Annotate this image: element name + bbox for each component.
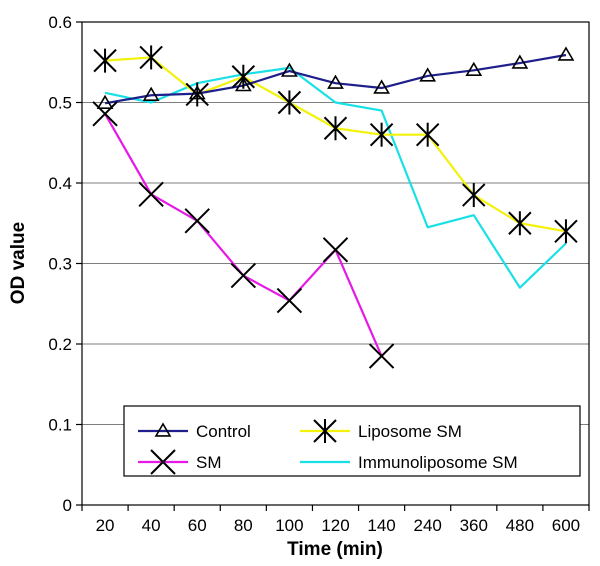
y-tick-label: 0.1 xyxy=(48,416,72,435)
point-sm xyxy=(276,287,303,314)
axis-ticks: 0 0.1 0.2 0.3 0.4 0.5 0.6 20 40 60 80 100 120 140 240 3… xyxy=(48,13,590,535)
point-liposome-sm xyxy=(139,45,163,70)
legend-label: Immunoliposome SM xyxy=(358,453,518,472)
point-liposome-sm xyxy=(93,48,117,73)
series-layer xyxy=(92,45,578,369)
y-tick-label: 0.4 xyxy=(48,174,72,193)
legend-marker xyxy=(154,422,172,437)
point-control xyxy=(234,77,252,92)
legend-item: Immunoliposome SM xyxy=(300,453,518,472)
series-line-control xyxy=(104,53,567,105)
x-tick-label: 20 xyxy=(96,516,115,535)
x-tick-label: 140 xyxy=(367,516,395,535)
point-control xyxy=(327,74,344,89)
point-control xyxy=(96,94,114,110)
legend: Control SM Liposome SM Immunoliposome SM xyxy=(123,405,581,477)
point-liposome-sm xyxy=(462,183,486,208)
point-liposome-sm xyxy=(323,116,348,141)
x-tick-label: 600 xyxy=(552,516,580,535)
x-tick-label: 40 xyxy=(142,516,161,535)
point-liposome-sm xyxy=(185,82,209,107)
y-tick-label: 0.2 xyxy=(48,335,72,354)
point-control xyxy=(419,67,437,82)
legend-label: Control xyxy=(196,422,251,441)
legend-item: Control xyxy=(138,422,251,441)
point-sm xyxy=(184,208,210,234)
point-liposome-sm xyxy=(277,90,302,115)
x-axis-title: Time (min) xyxy=(287,539,383,560)
legend-marker xyxy=(150,449,176,475)
legend-marker xyxy=(313,419,337,443)
point-liposome-sm xyxy=(369,122,394,147)
point-sm xyxy=(368,343,395,369)
point-sm xyxy=(322,237,349,263)
y-tick-label: 0.6 xyxy=(48,13,72,32)
y-tick-label: 0 xyxy=(63,496,72,515)
point-control xyxy=(465,61,483,76)
point-liposome-sm xyxy=(508,211,532,236)
x-tick-label: 360 xyxy=(460,516,488,535)
point-control xyxy=(511,54,529,69)
x-tick-label: 100 xyxy=(275,516,303,535)
series-line-sm xyxy=(104,113,383,357)
legend-item: SM xyxy=(138,449,222,475)
legend-item: Liposome SM xyxy=(300,419,462,443)
x-tick-label: 120 xyxy=(321,516,349,535)
point-liposome-sm xyxy=(415,122,440,147)
legend-label: SM xyxy=(196,453,222,472)
point-control xyxy=(557,46,575,61)
x-tick-label: 80 xyxy=(234,516,253,535)
y-tick-label: 0.3 xyxy=(48,255,72,274)
point-sm xyxy=(230,262,257,289)
x-tick-label: 240 xyxy=(413,516,441,535)
point-sm xyxy=(92,101,118,127)
x-tick-label: 480 xyxy=(506,516,534,535)
point-control xyxy=(281,62,298,77)
y-tick-label: 0.5 xyxy=(48,94,72,113)
point-sm xyxy=(138,181,164,207)
legend-box xyxy=(123,405,581,477)
series-line-immunoliposome-sm xyxy=(104,66,567,289)
y-axis-title: OD value xyxy=(8,222,29,304)
point-control xyxy=(373,79,390,94)
legend-label: Liposome SM xyxy=(358,422,462,441)
point-liposome-sm xyxy=(554,219,578,244)
gridlines xyxy=(82,102,589,425)
point-liposome-sm xyxy=(231,64,256,89)
point-control xyxy=(142,86,160,101)
x-tick-label: 60 xyxy=(188,516,207,535)
